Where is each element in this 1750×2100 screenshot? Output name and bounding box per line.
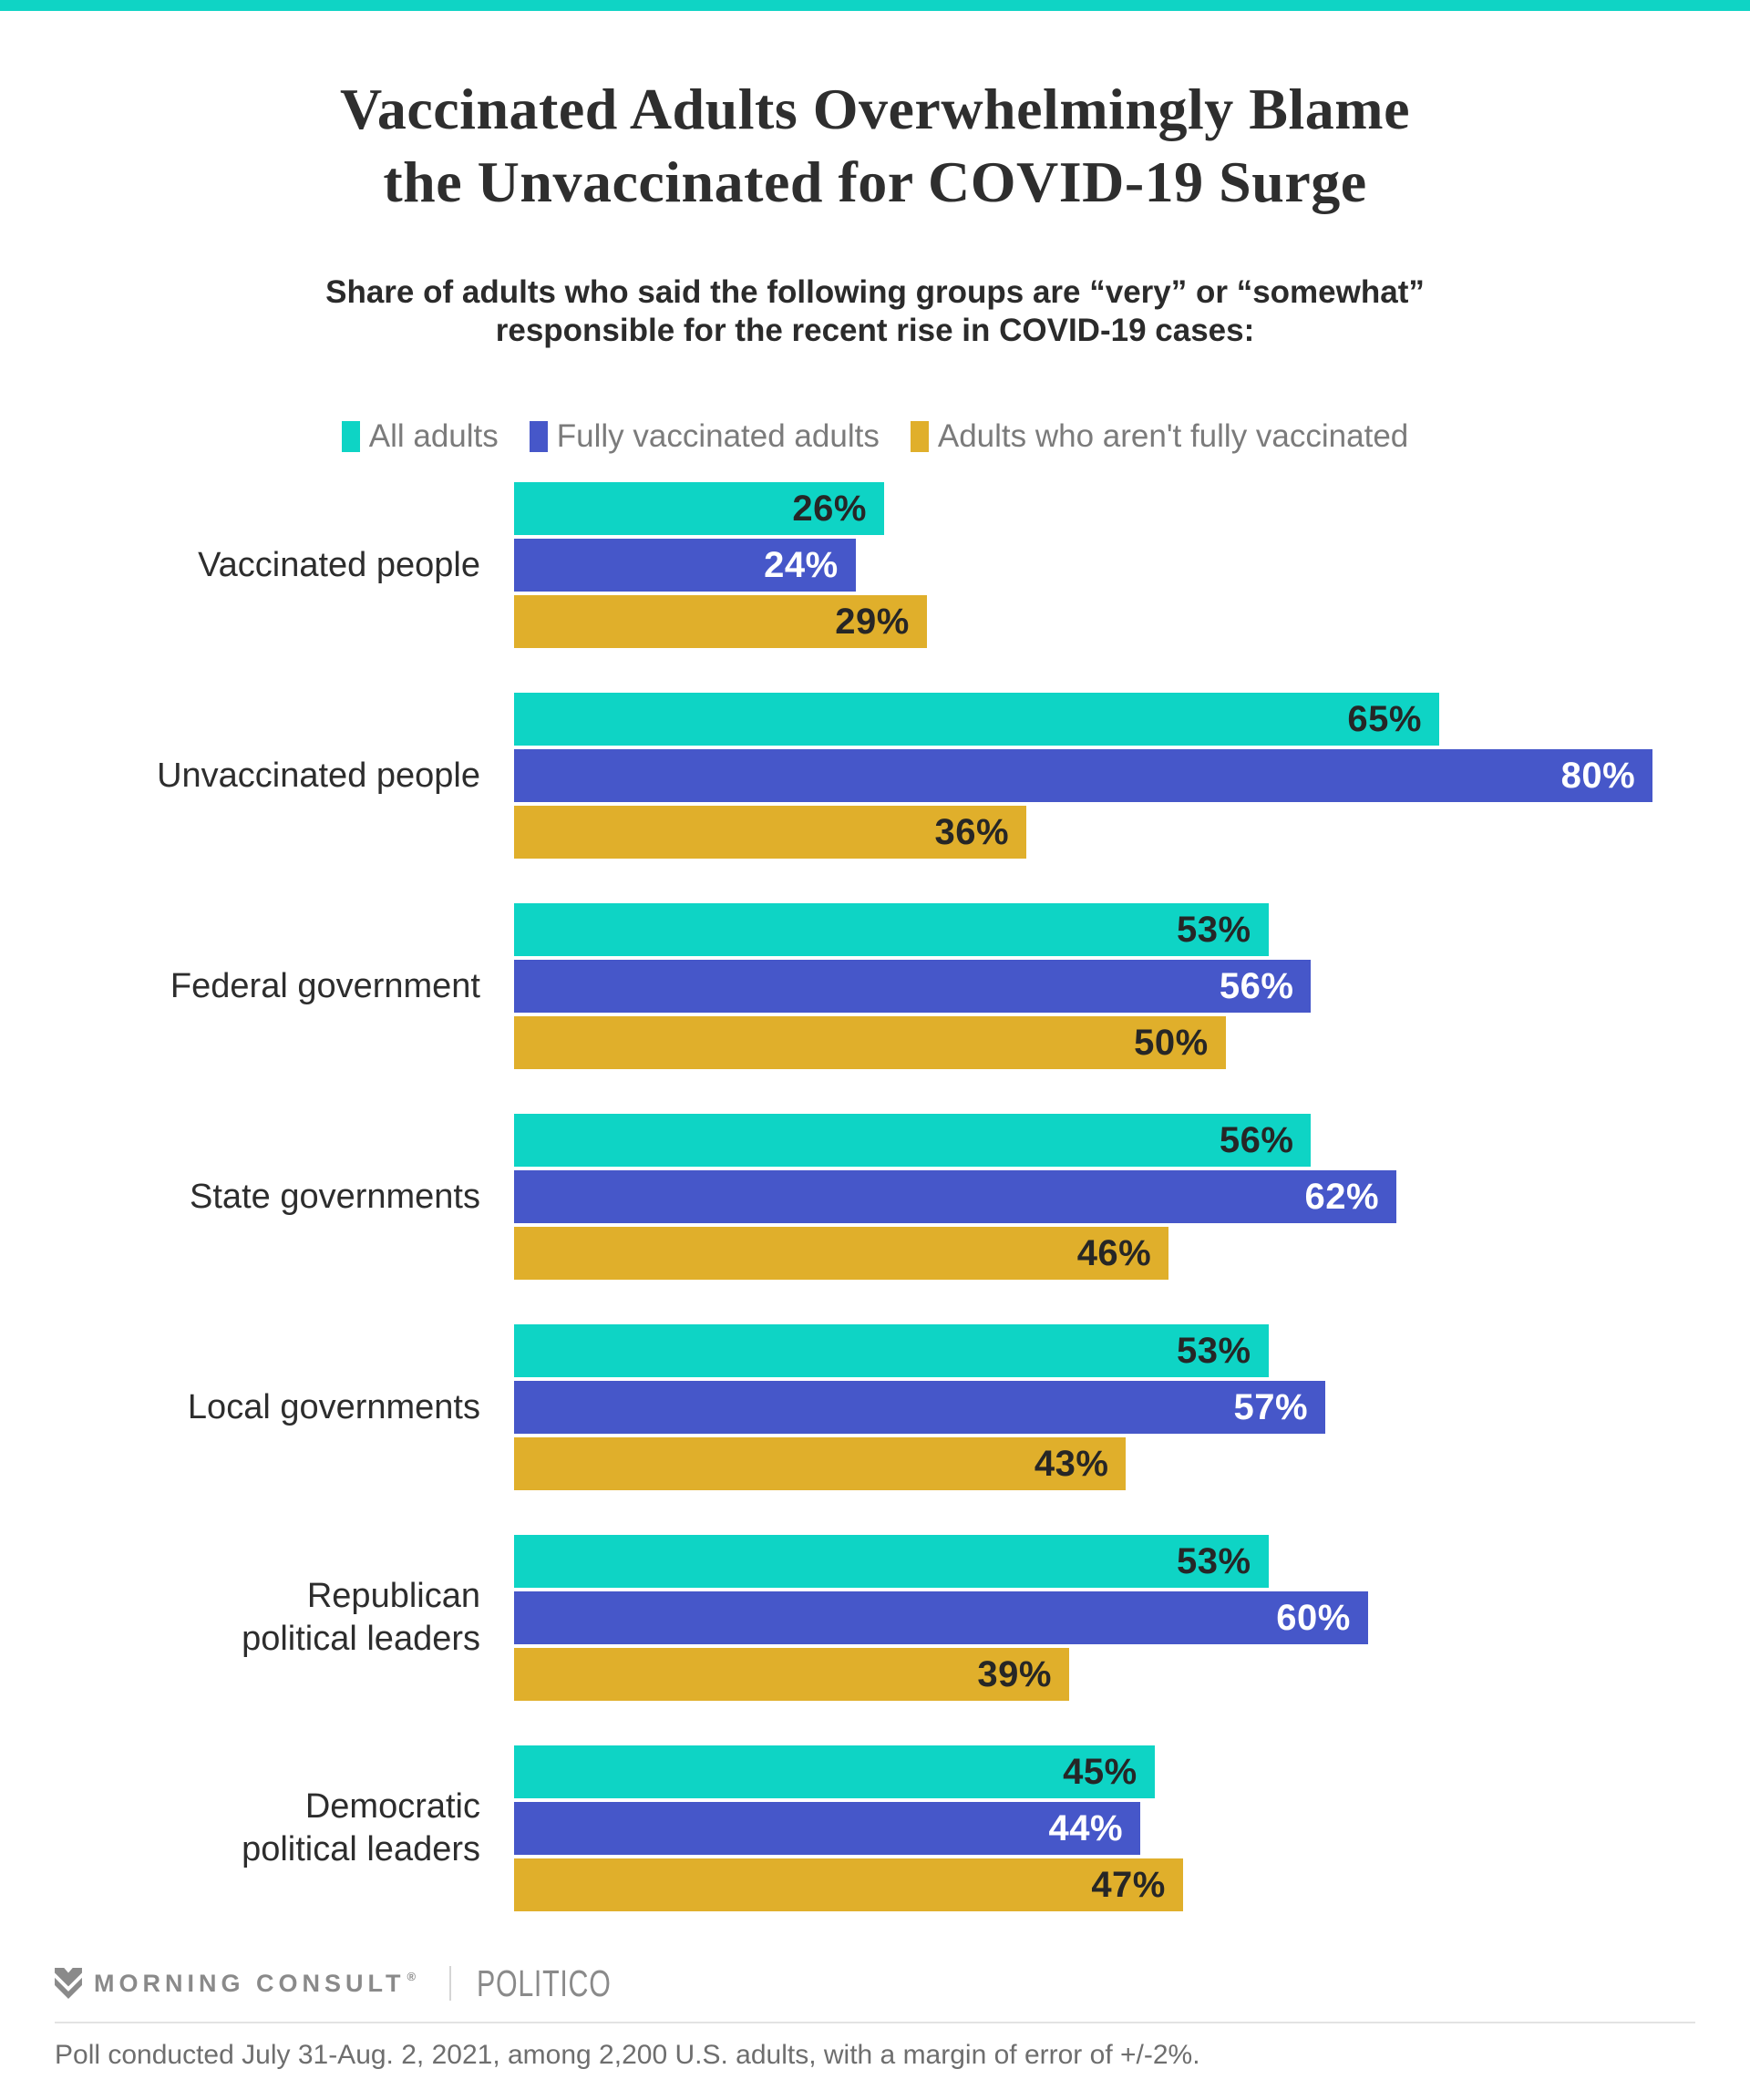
footnote: Poll conducted July 31-Aug. 2, 2021, amo… [55,2040,1200,2070]
bar-group: 56% 62% 46% [514,1114,1750,1280]
chart-row: Republican political leaders 53% 60% 39% [0,1535,1750,1701]
bar: 62% [514,1170,1397,1223]
bar: 24% [514,539,856,592]
bar: 47% [514,1858,1183,1911]
category-label: Unvaccinated people [157,756,480,795]
bar: 53% [514,1324,1269,1377]
bar: 44% [514,1802,1141,1855]
bar-value-label: 62% [1304,1176,1380,1217]
chart-title: Vaccinated Adults Overwhelmingly Blame th… [0,73,1750,219]
category-label: Vaccinated people [198,545,480,584]
bar-value-label: 56% [1219,1119,1294,1160]
bar-value-label: 43% [1034,1443,1109,1484]
chart-row: State governments 56% 62% 46% [0,1114,1750,1280]
bar: 29% [514,595,927,648]
bar-group: 26% 24% 29% [514,482,1750,648]
bar-value-label: 57% [1233,1386,1309,1427]
bar-group: 53% 57% 43% [514,1324,1750,1490]
bar-value-label: 46% [1076,1232,1152,1273]
registered-mark: ® [407,1969,421,1983]
bar: 53% [514,903,1269,956]
bar: 60% [514,1591,1368,1644]
bar: 53% [514,1535,1269,1588]
chart-row: Local governments 53% 57% 43% [0,1324,1750,1490]
legend-label: Fully vaccinated adults [556,418,880,454]
bar-value-label: 36% [934,811,1010,852]
morning-consult-wordmark: MORNING CONSULT ® [94,1969,421,1997]
bar: 46% [514,1227,1169,1280]
bar-value-label: 29% [835,601,910,642]
category-label: Federal government [170,966,480,1005]
bar-group: 65% 80% 36% [514,693,1750,859]
footer-divider-line [55,2022,1695,2023]
bar: 56% [514,960,1312,1013]
bar: 65% [514,693,1439,746]
chart-row: Vaccinated people 26% 24% 29% [0,482,1750,648]
legend-swatch [529,421,548,452]
brand-divider [449,1966,452,2001]
bar-value-label: 24% [764,544,839,585]
bar-value-label: 26% [792,488,867,529]
bar-value-label: 53% [1177,909,1251,950]
legend-item: All adults [341,418,499,455]
bar-value-label: 56% [1219,965,1294,1006]
brand-row: MORNING CONSULT ® POLITICO [55,1962,1695,2004]
chart-row: Unvaccinated people 65% 80% 36% [0,693,1750,859]
legend: All adults Fully vaccinated adults Adults … [0,418,1750,455]
legend-swatch [341,421,360,452]
bar-value-label: 44% [1048,1807,1124,1848]
chart-subtitle-line1: Share of adults who said the following g… [325,274,1425,310]
bar-value-label: 53% [1177,1540,1251,1581]
bar-value-label: 45% [1063,1751,1138,1792]
bar-value-label: 53% [1177,1330,1251,1371]
chart-title-line1: Vaccinated Adults Overwhelmingly Blame [340,77,1410,141]
chart-subtitle: Share of adults who said the following g… [0,273,1750,350]
bar: 36% [514,806,1027,859]
bar: 56% [514,1114,1312,1167]
legend-label: Adults who aren't fully vaccinated [937,418,1409,454]
category-label: Republican political leaders [242,1577,480,1658]
bar: 45% [514,1745,1155,1798]
chart-title-line2: the Unvaccinated for COVID-19 Surge [383,149,1367,214]
chart-row: Democratic political leaders 45% 44% 47% [0,1745,1750,1911]
legend-label: All adults [368,418,499,454]
category-label: Local governments [187,1387,480,1426]
bar-chart: Vaccinated people 26% 24% 29% Unvaccinated p… [0,482,1750,1911]
chart-row: Federal government 53% 56% 50% [0,903,1750,1069]
morning-consult-logo-icon [55,1968,82,1999]
bar-value-label: 60% [1276,1597,1351,1638]
bar: 39% [514,1648,1069,1701]
chart-subtitle-line2: responsible for the recent rise in COVID… [495,313,1255,348]
bar-value-label: 50% [1134,1022,1209,1063]
bar: 26% [514,482,884,535]
category-label: State governments [190,1177,480,1216]
bar-group: 53% 56% 50% [514,903,1750,1069]
bar: 80% [514,749,1653,802]
bar-group: 53% 60% 39% [514,1535,1750,1701]
bar-group: 45% 44% 47% [514,1745,1750,1911]
bar-value-label: 80% [1560,755,1636,796]
bar-value-label: 47% [1091,1864,1166,1905]
brand-accent-strip [0,0,1750,11]
legend-swatch [910,421,929,452]
bar: 50% [514,1016,1226,1069]
bar: 43% [514,1437,1127,1490]
bar-value-label: 39% [977,1653,1052,1694]
footer: MORNING CONSULT ® POLITICO Poll conducted… [55,1962,1695,2073]
legend-item: Adults who aren't fully vaccinated [910,418,1409,455]
legend-item: Fully vaccinated adults [529,418,880,455]
bar: 57% [514,1381,1326,1434]
bar-value-label: 65% [1347,698,1422,739]
category-label: Democratic political leaders [242,1787,480,1868]
politico-wordmark: POLITICO [477,1961,612,2004]
